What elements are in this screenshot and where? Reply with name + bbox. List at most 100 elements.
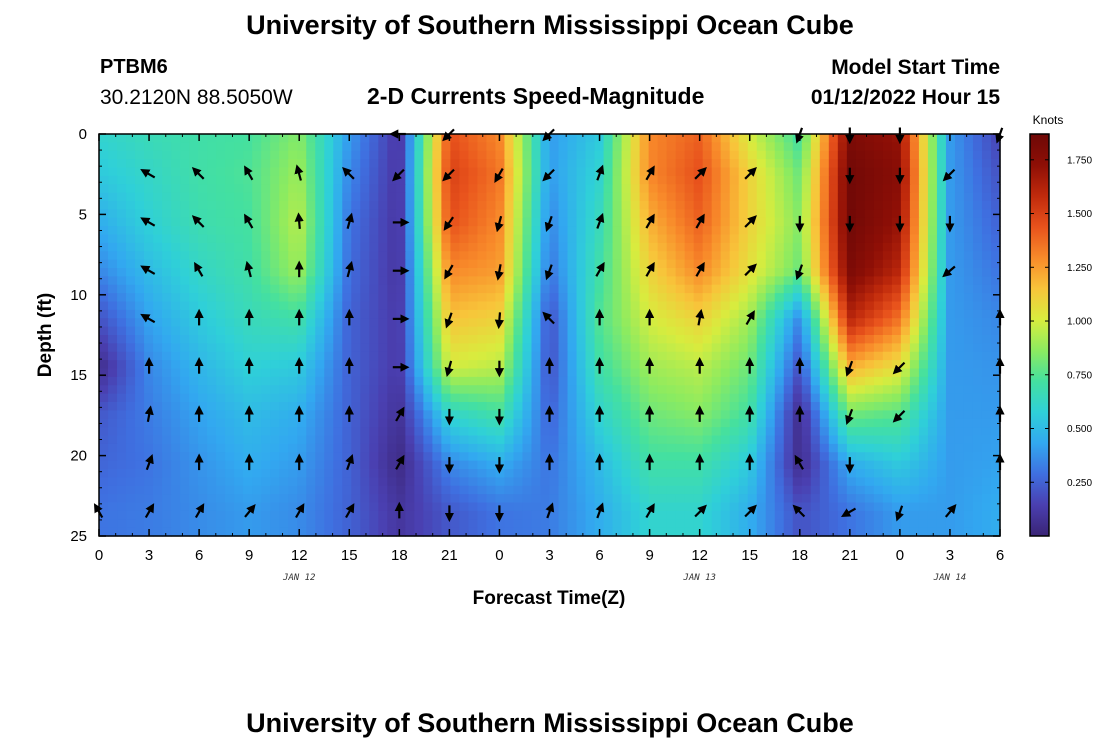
heatmap-cell — [126, 201, 136, 210]
heatmap-cell — [945, 142, 956, 152]
heatmap-cell — [198, 343, 208, 353]
heatmap-cell — [486, 485, 497, 495]
heatmap-cell — [693, 226, 704, 236]
heatmap-cell — [585, 494, 596, 504]
heatmap-cell — [234, 326, 244, 336]
heatmap-cell — [630, 167, 641, 177]
heatmap-cell — [792, 510, 803, 520]
heatmap-cell — [621, 452, 632, 462]
heatmap-cell — [567, 343, 578, 353]
heatmap-cell — [189, 368, 199, 378]
heatmap-cell — [828, 142, 839, 152]
heatmap-cell — [405, 335, 415, 344]
heatmap-cell — [522, 318, 533, 328]
heatmap-cell — [882, 376, 893, 386]
heatmap-cell — [612, 217, 623, 227]
heatmap-cell — [621, 368, 632, 378]
heatmap-cell — [630, 393, 641, 403]
heatmap-cell — [918, 494, 929, 504]
heatmap-cell — [918, 276, 929, 286]
heatmap-cell — [153, 510, 163, 520]
heatmap-cell — [126, 351, 136, 361]
heatmap-cell — [405, 167, 415, 177]
heatmap-cell — [810, 150, 821, 160]
heatmap-cell — [801, 351, 812, 361]
heatmap-cell — [360, 519, 370, 529]
heatmap-cell — [693, 485, 704, 495]
heatmap-cell — [711, 167, 722, 177]
heatmap-cell — [954, 167, 965, 177]
heatmap-cell — [594, 234, 605, 244]
heatmap-cell — [990, 184, 1001, 194]
heatmap-cell — [837, 435, 848, 445]
heatmap-cell — [567, 268, 578, 277]
heatmap-cell — [549, 251, 560, 261]
heatmap-cell — [306, 376, 316, 386]
current-arrow — [794, 454, 804, 470]
heatmap-cell — [360, 443, 370, 453]
heatmap-cell — [387, 477, 397, 487]
heatmap-cell — [225, 402, 235, 411]
heatmap-cell — [990, 393, 1001, 403]
heatmap-cell — [783, 351, 794, 361]
heatmap-cell — [135, 268, 145, 277]
heatmap-cell — [873, 402, 884, 411]
heatmap-cell — [288, 242, 298, 252]
heatmap-cell — [792, 360, 803, 370]
heatmap-cell — [495, 251, 506, 261]
heatmap-cell — [117, 209, 127, 219]
heatmap-cell — [801, 309, 812, 319]
heatmap-cell — [135, 376, 145, 386]
heatmap-cell — [369, 418, 379, 428]
heatmap-cell — [891, 485, 902, 495]
heatmap-cell — [945, 418, 956, 428]
heatmap-cell — [477, 368, 488, 378]
heatmap-cell — [153, 134, 163, 143]
heatmap-cell — [864, 393, 875, 403]
heatmap-cell — [900, 485, 911, 495]
heatmap-cell — [963, 435, 974, 445]
heatmap-cell — [144, 150, 154, 160]
heatmap-cell — [99, 477, 109, 487]
heatmap-cell — [756, 351, 767, 361]
heatmap-cell — [936, 494, 947, 504]
heatmap-cell — [423, 201, 433, 210]
heatmap-cell — [981, 376, 992, 386]
heatmap-cell — [783, 268, 794, 277]
heatmap-cell — [873, 309, 884, 319]
heatmap-cell — [252, 469, 262, 478]
heatmap-cell — [351, 226, 361, 236]
heatmap-cell — [936, 510, 947, 520]
heatmap-cell — [513, 351, 524, 361]
heatmap-cell — [738, 234, 749, 244]
heatmap-cell — [333, 184, 343, 194]
heatmap-cell — [927, 167, 938, 177]
heatmap-cell — [900, 385, 911, 395]
heatmap-cell — [522, 251, 533, 261]
heatmap-cell — [504, 134, 515, 143]
heatmap-cell — [954, 427, 965, 437]
heatmap-cell — [738, 192, 749, 202]
heatmap-cell — [432, 502, 442, 512]
heatmap-cell — [630, 368, 641, 378]
heatmap-cell — [612, 318, 623, 328]
current-arrow — [545, 502, 555, 519]
heatmap-cell — [153, 477, 163, 487]
heatmap-cell — [162, 309, 172, 319]
heatmap-cell — [468, 242, 479, 252]
heatmap-cell — [891, 150, 902, 160]
heatmap-cell — [153, 351, 163, 361]
heatmap-cell — [477, 309, 488, 319]
heatmap-cell — [405, 343, 415, 353]
heatmap-cell — [126, 293, 136, 303]
heatmap-cell — [540, 427, 551, 437]
heatmap-cell — [396, 134, 406, 143]
heatmap-cell — [162, 376, 172, 386]
heatmap-cell — [153, 309, 163, 319]
heatmap-cell — [288, 326, 298, 336]
heatmap-cell — [486, 293, 497, 303]
heatmap-cell — [882, 226, 893, 236]
heatmap-cell — [828, 435, 839, 445]
heatmap-cell — [747, 159, 758, 169]
heatmap-cell — [126, 494, 136, 504]
